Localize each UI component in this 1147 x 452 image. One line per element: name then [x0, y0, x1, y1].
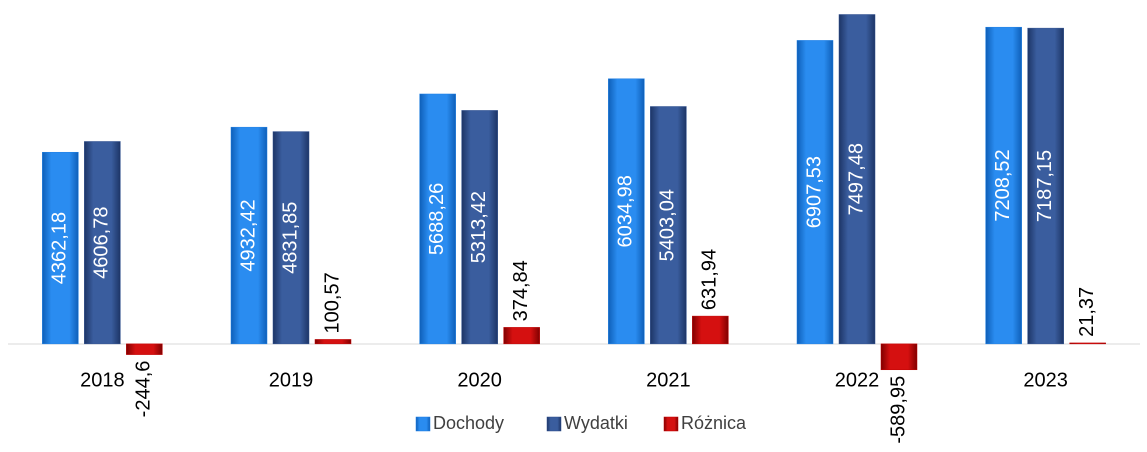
value-label: 4362,18 [49, 212, 71, 284]
x-tick-label: 2018 [80, 369, 125, 391]
bar [692, 315, 729, 345]
x-tick-label: 2022 [835, 369, 880, 391]
bar [880, 343, 918, 371]
bar [650, 106, 687, 345]
legend-swatch [663, 416, 679, 432]
bar [1027, 27, 1064, 345]
value-label: 5313,42 [468, 191, 490, 263]
bar [230, 126, 268, 345]
bar [42, 151, 79, 345]
bar [796, 40, 834, 345]
value-label: 5403,04 [657, 189, 679, 261]
value-label: 4932,42 [237, 199, 259, 271]
x-tick-label: 2020 [457, 369, 502, 391]
x-tick-label: 2023 [1023, 369, 1068, 391]
legend-swatch [415, 416, 431, 432]
x-tick-label: 2021 [646, 369, 691, 391]
bar [272, 131, 310, 345]
value-label: 374,84 [510, 260, 532, 321]
bar [126, 343, 163, 355]
bar [314, 339, 352, 345]
bar [503, 327, 540, 345]
bar [84, 141, 121, 345]
value-label: 21,37 [1076, 287, 1098, 337]
bar [985, 26, 1022, 345]
legend-label: Wydatki [564, 413, 628, 433]
value-label: 5688,26 [426, 183, 448, 255]
value-label: 6034,98 [615, 175, 637, 247]
bar [461, 110, 498, 345]
legend-label: Różnica [681, 413, 747, 433]
value-label: 7497,48 [845, 143, 867, 215]
value-label: 7187,15 [1034, 150, 1056, 222]
value-label: 100,57 [321, 272, 343, 333]
value-label: -589,95 [887, 376, 909, 444]
bar [608, 78, 645, 345]
bar [1069, 342, 1106, 345]
legend-label: Dochody [433, 413, 504, 433]
value-label: 7208,52 [992, 149, 1014, 221]
value-label: 4831,85 [279, 202, 301, 274]
value-label: 6907,53 [803, 156, 825, 228]
bar [419, 93, 456, 345]
value-label: -244,6 [133, 361, 155, 418]
x-tick-label: 2019 [269, 369, 314, 391]
value-label: 4606,78 [91, 207, 113, 279]
value-label: 631,94 [699, 249, 721, 310]
bar [838, 14, 876, 345]
legend-swatch [546, 416, 562, 432]
